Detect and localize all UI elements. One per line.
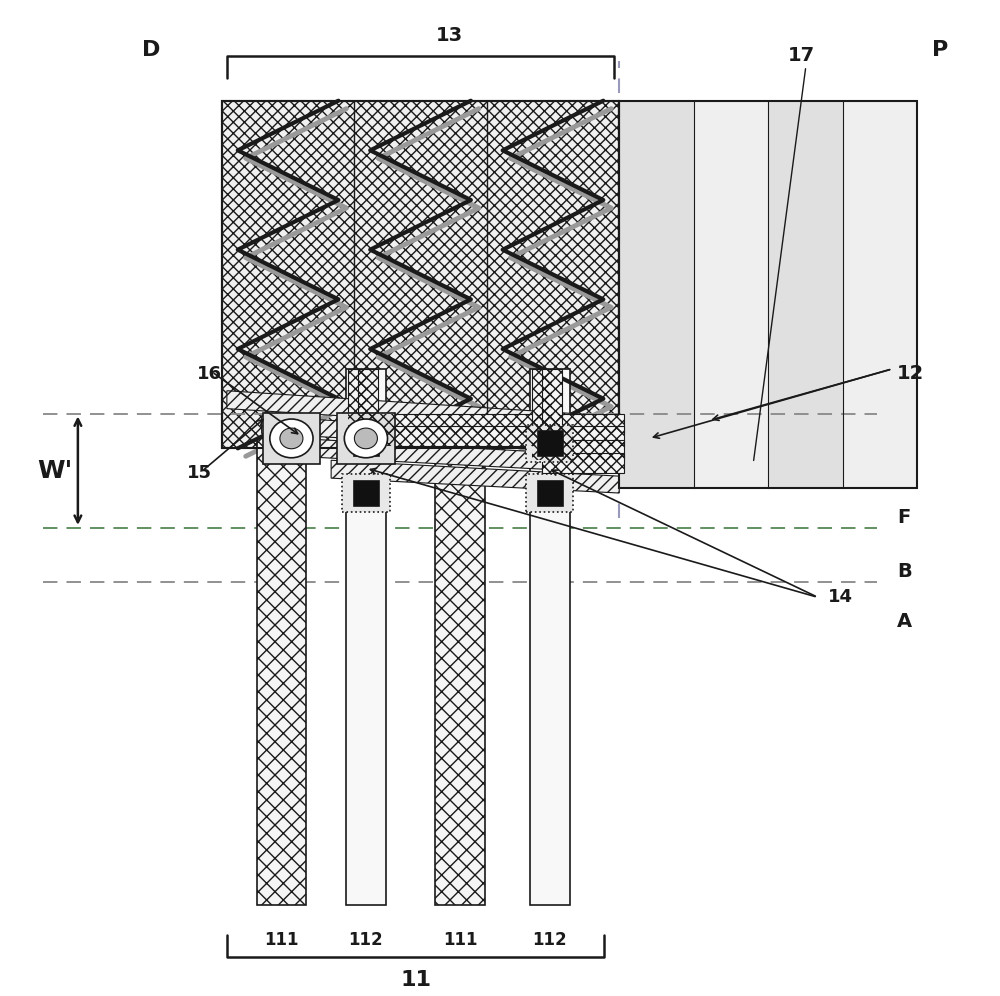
Bar bbox=[619, 101, 917, 488]
Bar bbox=[353, 430, 379, 456]
Bar bbox=[257, 438, 306, 905]
Bar bbox=[354, 101, 487, 448]
Text: 112: 112 bbox=[349, 931, 383, 949]
Bar bbox=[222, 101, 354, 448]
Bar bbox=[435, 438, 485, 905]
Bar bbox=[694, 101, 768, 488]
Polygon shape bbox=[227, 390, 619, 433]
Bar bbox=[530, 369, 570, 905]
Text: 12: 12 bbox=[897, 364, 925, 382]
Bar bbox=[487, 101, 619, 448]
Polygon shape bbox=[358, 369, 624, 446]
Bar bbox=[526, 474, 573, 512]
Text: 111: 111 bbox=[443, 931, 478, 949]
Text: A: A bbox=[897, 613, 912, 631]
Bar bbox=[337, 412, 395, 464]
Text: F: F bbox=[897, 508, 911, 527]
Ellipse shape bbox=[280, 428, 303, 449]
Bar bbox=[353, 480, 379, 506]
Ellipse shape bbox=[270, 419, 313, 458]
Text: P: P bbox=[932, 40, 948, 60]
Bar bbox=[435, 438, 485, 905]
Text: B: B bbox=[897, 563, 912, 582]
Polygon shape bbox=[348, 369, 624, 433]
Ellipse shape bbox=[344, 419, 388, 458]
Text: 111: 111 bbox=[264, 931, 299, 949]
Bar bbox=[346, 369, 386, 905]
Bar bbox=[257, 438, 306, 905]
Bar bbox=[537, 480, 563, 506]
Bar bbox=[537, 430, 563, 456]
Bar bbox=[342, 424, 390, 462]
Text: 14: 14 bbox=[828, 589, 853, 607]
Ellipse shape bbox=[354, 428, 377, 449]
Bar bbox=[346, 369, 386, 905]
Polygon shape bbox=[532, 369, 624, 460]
Bar bbox=[222, 101, 619, 448]
Bar bbox=[768, 101, 843, 488]
Text: 16: 16 bbox=[197, 365, 222, 382]
Bar bbox=[263, 412, 320, 464]
Text: D: D bbox=[142, 40, 161, 60]
Text: 11: 11 bbox=[400, 970, 431, 990]
Bar bbox=[530, 369, 570, 905]
Bar bbox=[526, 424, 573, 462]
Text: 17: 17 bbox=[788, 46, 815, 65]
Bar bbox=[843, 101, 917, 488]
Text: W': W' bbox=[37, 459, 73, 483]
Bar bbox=[342, 474, 390, 512]
Bar bbox=[619, 101, 694, 488]
Polygon shape bbox=[262, 416, 619, 453]
Polygon shape bbox=[296, 438, 619, 473]
Polygon shape bbox=[331, 460, 619, 493]
Polygon shape bbox=[542, 369, 624, 473]
Text: 15: 15 bbox=[187, 464, 212, 482]
Bar bbox=[222, 101, 619, 448]
Text: 112: 112 bbox=[532, 931, 567, 949]
Text: 13: 13 bbox=[435, 26, 463, 45]
